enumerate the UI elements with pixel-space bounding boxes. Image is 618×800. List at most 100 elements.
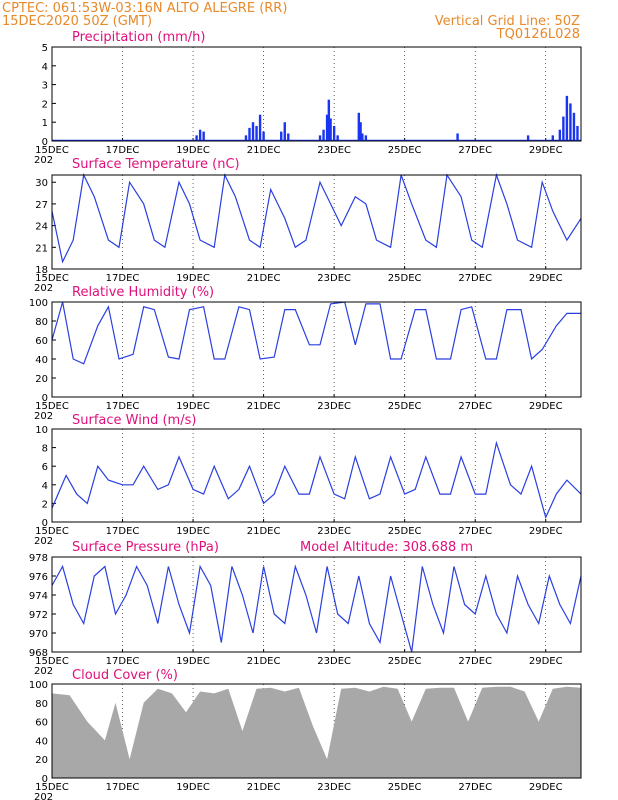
temp-ytick-label: 18 bbox=[35, 265, 48, 276]
wind-ytick-label: 4 bbox=[42, 481, 48, 492]
cloud-title: Cloud Cover (%) bbox=[72, 668, 178, 683]
rh-ytick-label: 20 bbox=[35, 374, 48, 385]
wind-title: Surface Wind (m/s) bbox=[72, 413, 196, 428]
cloud-ytick-label: 0 bbox=[42, 774, 48, 785]
pres-year-label: 202 bbox=[34, 666, 53, 677]
precip-bar bbox=[195, 135, 198, 141]
cloud-xtick-label: 25DEC bbox=[388, 782, 422, 793]
wind-series-line bbox=[51, 440, 582, 520]
temp-ytick-label: 21 bbox=[35, 243, 48, 254]
precip-bar bbox=[262, 131, 265, 141]
wind-xtick-label: 17DEC bbox=[106, 526, 140, 537]
temp-xtick-label: 25DEC bbox=[388, 273, 422, 284]
precip-bar bbox=[258, 114, 262, 141]
precip-bar bbox=[558, 129, 562, 141]
rh-ytick-label: 40 bbox=[35, 355, 48, 366]
cloud-year-label: 202 bbox=[34, 792, 53, 800]
precip-bar bbox=[318, 135, 322, 141]
wind-ytick-label: 10 bbox=[35, 425, 48, 436]
pres-xtick-label: 17DEC bbox=[106, 656, 140, 667]
cloud-area bbox=[52, 686, 581, 778]
pres-plot-frame bbox=[51, 556, 582, 653]
precip-bar bbox=[287, 133, 290, 141]
header-location: CPTEC: 061:53W-03:16N ALTO ALEGRE (RR) bbox=[2, 1, 287, 16]
cloud-ytick-label: 80 bbox=[35, 699, 48, 710]
temp-series-line bbox=[51, 172, 582, 264]
precip-bar bbox=[526, 135, 530, 141]
rh-series-line bbox=[51, 301, 581, 365]
pres-xtick-label: 15DEC bbox=[35, 656, 69, 667]
precip-bar bbox=[198, 129, 202, 141]
pres-xtick-label: 21DEC bbox=[247, 656, 281, 667]
pres-xtick-label: 27DEC bbox=[458, 656, 492, 667]
pres-ytick-label: 970 bbox=[29, 629, 48, 640]
precip-bar bbox=[327, 99, 331, 141]
precip-bar bbox=[280, 131, 283, 141]
header-grid-note: Vertical Grid Line: 50Z bbox=[435, 14, 580, 29]
rh-ytick-label: 60 bbox=[35, 336, 48, 347]
wind-xtick-label: 23DEC bbox=[317, 526, 351, 537]
precip-bar bbox=[336, 135, 339, 141]
wind-xtick-label: 19DEC bbox=[176, 526, 210, 537]
altitude-label: Model Altitude: 308.688 m bbox=[300, 540, 473, 555]
precip-xtick-label: 23DEC bbox=[317, 145, 351, 156]
temp-year-label: 202 bbox=[34, 283, 53, 294]
precip-bar bbox=[202, 131, 205, 141]
header-model: TQ0126L028 bbox=[496, 27, 580, 42]
temp-xtick-label: 15DEC bbox=[35, 273, 69, 284]
pres-xtick-label: 29DEC bbox=[529, 656, 563, 667]
cloud-xtick-label: 23DEC bbox=[317, 782, 351, 793]
cloud-ytick-label: 60 bbox=[35, 718, 48, 729]
cloud-ytick-label: 20 bbox=[35, 755, 48, 766]
precip-bar bbox=[325, 114, 329, 141]
wind-ytick-label: 6 bbox=[42, 462, 48, 473]
rh-xtick-label: 27DEC bbox=[458, 401, 492, 412]
rh-xtick-label: 23DEC bbox=[317, 401, 351, 412]
precip-ytick-label: 1 bbox=[42, 118, 48, 129]
temp-xtick-label: 21DEC bbox=[247, 273, 281, 284]
precip-bar bbox=[361, 133, 364, 141]
precip-bar bbox=[364, 135, 368, 141]
temp-ytick-label: 30 bbox=[35, 178, 48, 189]
rh-xtick-label: 19DEC bbox=[176, 401, 210, 412]
precip-bar bbox=[357, 112, 361, 141]
precip-bar bbox=[572, 112, 576, 141]
cloud-xtick-label: 21DEC bbox=[247, 782, 281, 793]
temp-ytick-label: 27 bbox=[35, 200, 48, 211]
rh-xtick-label: 25DEC bbox=[388, 401, 422, 412]
temp-plot-frame bbox=[51, 174, 582, 270]
rh-title: Relative Humidity (%) bbox=[72, 285, 214, 300]
precip-ytick-label: 5 bbox=[42, 43, 48, 54]
precip-bar bbox=[244, 135, 248, 141]
pres-title: Surface Pressure (hPa) bbox=[72, 540, 219, 555]
wind-year-label: 202 bbox=[34, 536, 53, 547]
precip-bar bbox=[562, 116, 565, 141]
wind-plot-frame bbox=[51, 428, 582, 523]
wind-xtick-label: 29DEC bbox=[529, 526, 563, 537]
precip-bar bbox=[329, 118, 332, 141]
pres-xtick-label: 25DEC bbox=[388, 656, 422, 667]
wind-xtick-label: 15DEC bbox=[35, 526, 69, 537]
precip-xtick-label: 25DEC bbox=[388, 145, 422, 156]
temp-title: Surface Temperature (nC) bbox=[72, 157, 240, 172]
precip-ytick-label: 3 bbox=[42, 81, 48, 92]
pres-xtick-label: 19DEC bbox=[176, 656, 210, 667]
precip-bar bbox=[332, 125, 336, 141]
temp-xtick-label: 19DEC bbox=[176, 273, 210, 284]
rh-ytick-label: 80 bbox=[35, 317, 48, 328]
cloud-xtick-label: 19DEC bbox=[176, 782, 210, 793]
rh-xtick-label: 29DEC bbox=[529, 401, 563, 412]
cloud-xtick-label: 17DEC bbox=[106, 782, 140, 793]
precip-bar bbox=[359, 122, 362, 141]
precip-year-label: 202 bbox=[34, 155, 53, 166]
precip-xtick-label: 15DEC bbox=[35, 145, 69, 156]
rh-ytick-label: 0 bbox=[42, 393, 48, 404]
pres-series-line bbox=[51, 564, 582, 653]
wind-xtick-label: 25DEC bbox=[388, 526, 422, 537]
wind-xtick-label: 27DEC bbox=[458, 526, 492, 537]
precip-bar bbox=[251, 122, 255, 141]
rh-xtick-label: 21DEC bbox=[247, 401, 281, 412]
precip-bar bbox=[565, 95, 569, 141]
